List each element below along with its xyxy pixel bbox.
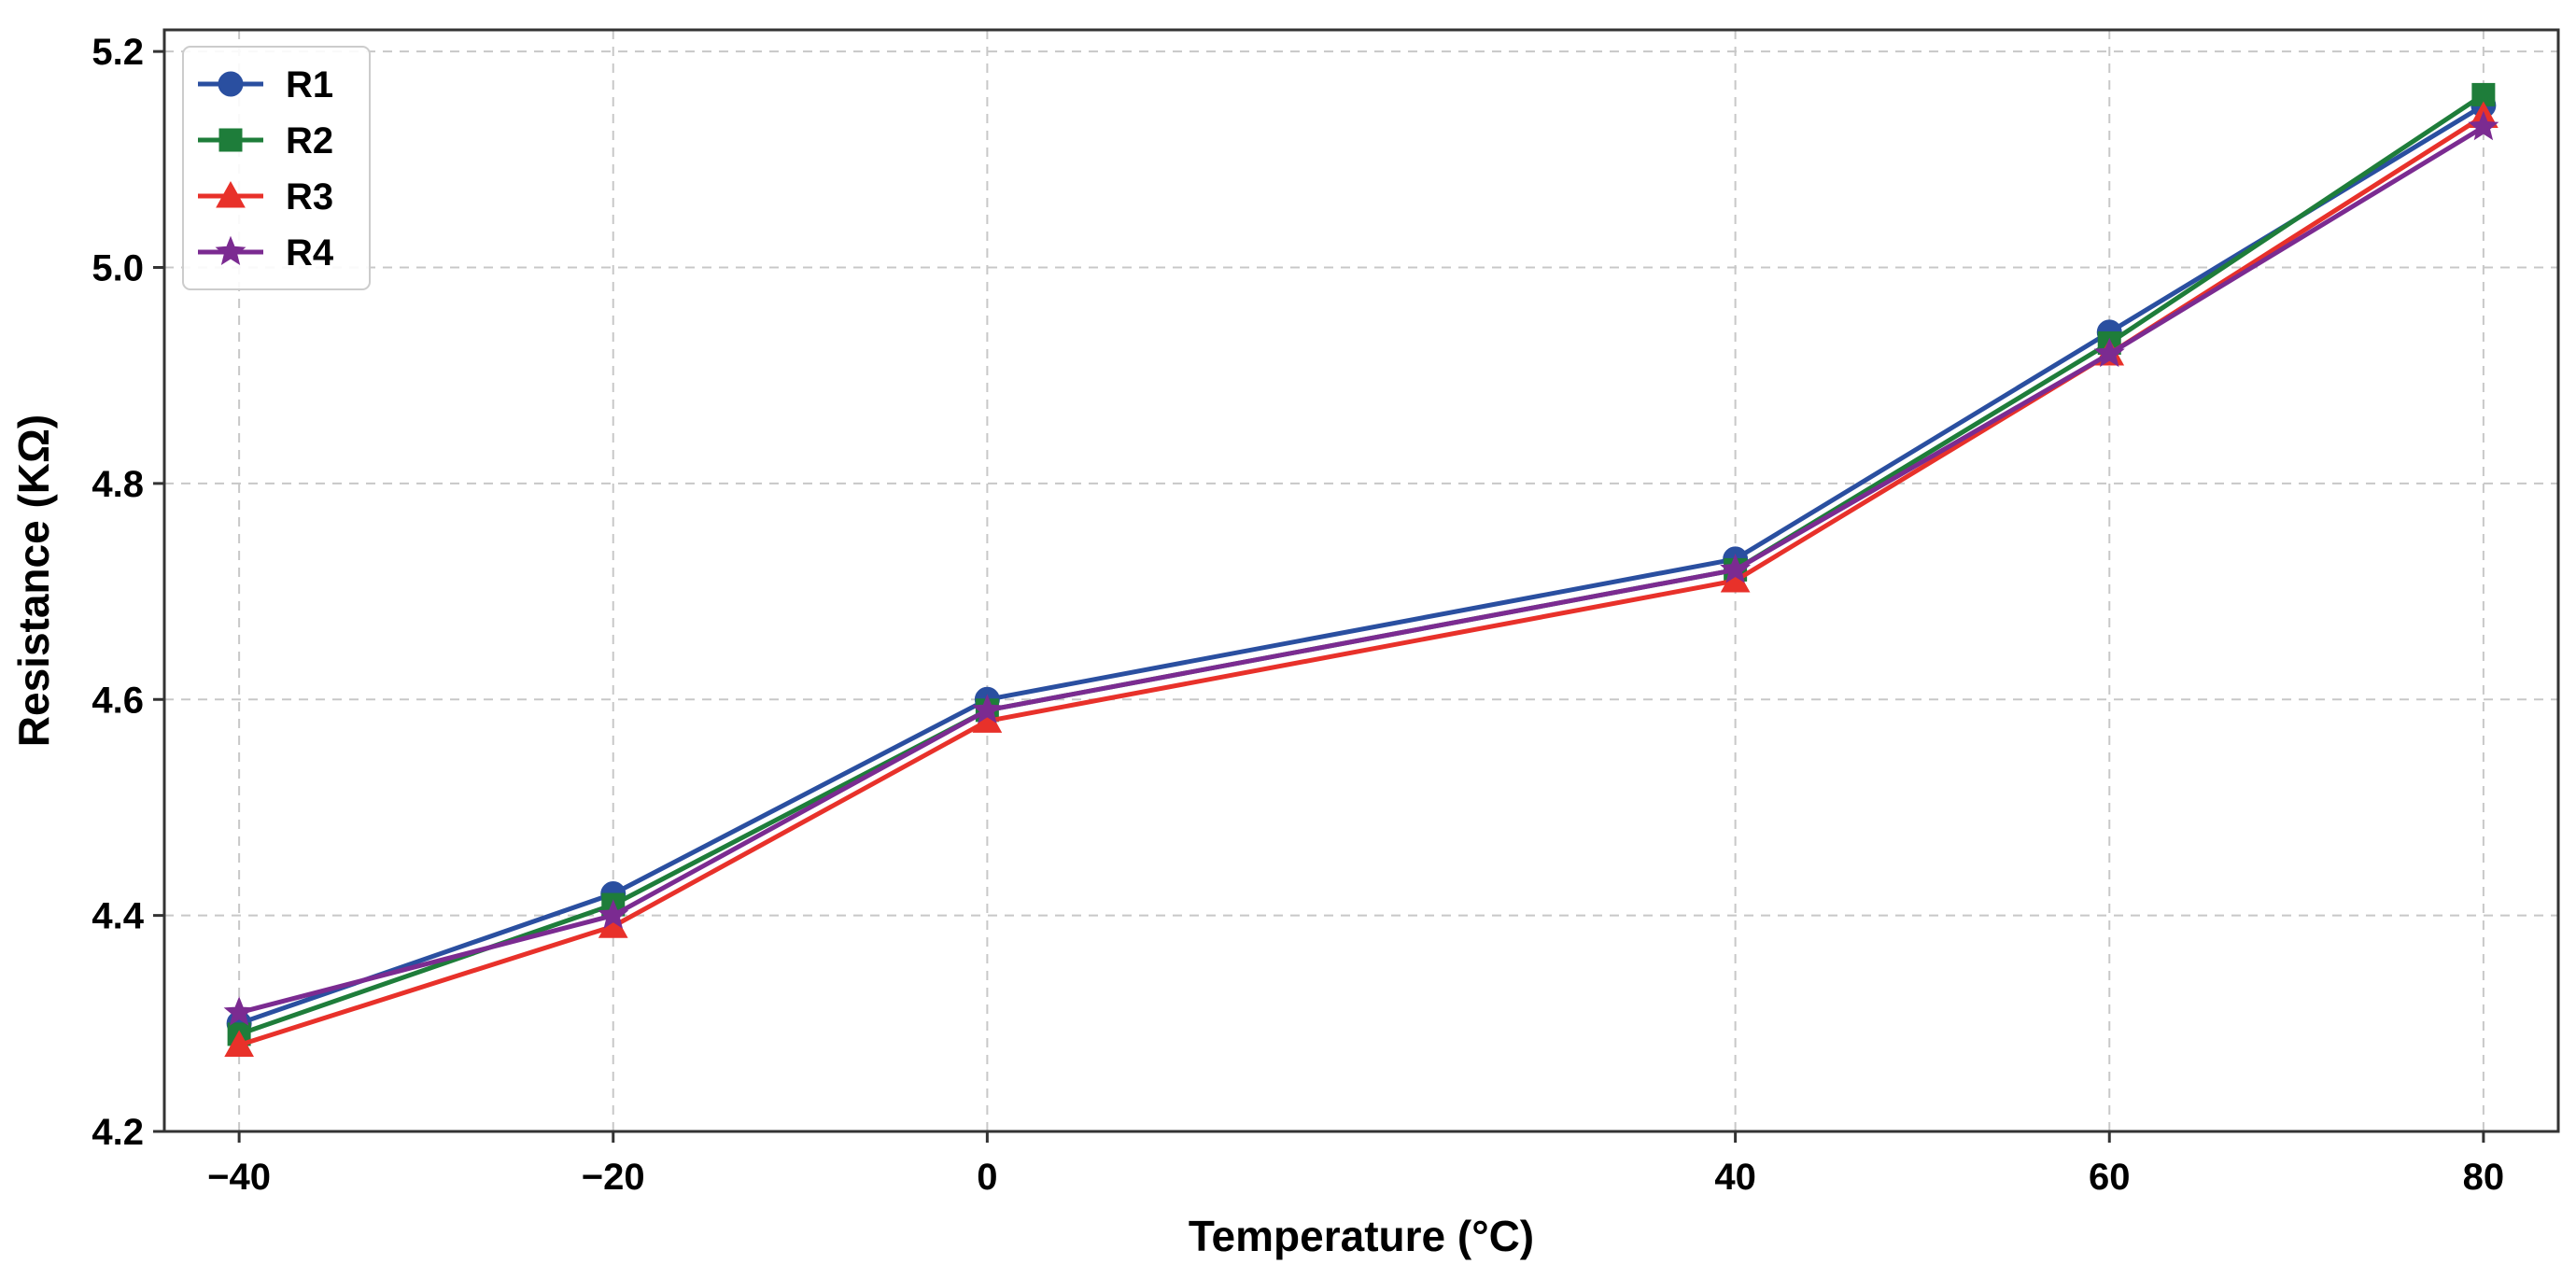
series-r2 [227,82,2496,1046]
grid [164,30,2558,1132]
data-point-r4 [2093,337,2125,368]
x-tick-label: 60 [2089,1157,2131,1198]
data-point-r4 [223,996,255,1026]
y-tick-label: 4.2 [91,1112,144,1153]
legend-marker [218,128,243,152]
series-line-r1 [238,103,2485,1026]
y-tick-label: 4.8 [91,464,144,505]
plot-frame [162,28,2560,1133]
legend-label: R4 [286,232,334,274]
plot-series [223,82,2499,1057]
data-point-r4 [598,899,629,929]
data-point-r3 [224,1030,254,1057]
legend-marker [218,71,244,97]
series-r4 [223,110,2499,1026]
axes: −40 −20 0 40 60 80 4.2 4.4 4.6 4.8 5.0 5.2 [91,32,2504,1198]
y-tick-label: 4.4 [91,896,144,937]
x-axis-label: Temperature (°C) [1189,1212,1534,1260]
x-tick-label: −40 [207,1157,271,1198]
legend: R1 R2 R3 R4 [182,46,371,290]
data-point-r4 [1720,554,1752,583]
x-tick-label: 80 [2463,1157,2505,1198]
data-point-r4 [971,694,1003,723]
y-axis-label: Resistance (KΩ) [9,414,58,747]
y-tick-label: 5.2 [91,32,144,73]
legend-entry-r2: R2 [198,120,333,162]
legend-label: R3 [286,176,333,218]
legend-entry-r3: R3 [198,176,333,218]
legend-marker [216,180,246,208]
legend-entry-r4: R4 [198,232,334,274]
series-r3 [224,101,2499,1057]
legend-marker [215,235,246,265]
series-line-r2 [238,92,2485,1037]
legend-label: R2 [286,120,333,162]
legend-box [182,46,371,290]
series-r1 [226,92,2497,1036]
y-tick-label: 5.0 [91,248,144,289]
x-tick-label: −20 [582,1157,645,1198]
x-tick-label: 40 [1714,1157,1756,1198]
legend-entry-r1: R1 [198,64,333,105]
x-tick-label: 0 [977,1157,997,1198]
data-point-r4 [2468,110,2499,141]
legend-label: R1 [286,64,333,105]
y-tick-label: 4.6 [91,680,144,721]
series-line-r4 [238,124,2485,1016]
